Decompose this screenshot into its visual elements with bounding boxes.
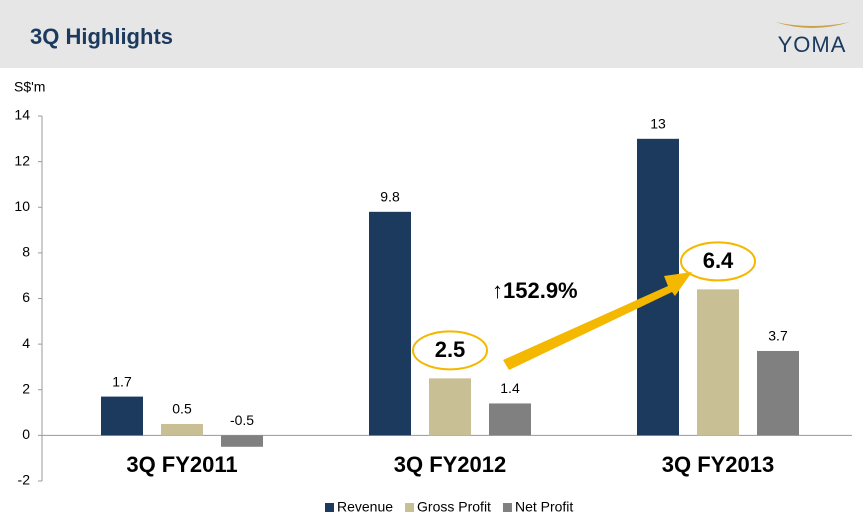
data-label: 9.8 [380, 189, 400, 205]
data-label: 2.5 [435, 337, 466, 362]
bar [697, 289, 739, 436]
y-tick-label: 4 [22, 335, 30, 351]
bar [221, 435, 263, 447]
bar [429, 378, 471, 436]
y-tick-label: 10 [14, 198, 30, 214]
y-tick-label: 6 [22, 289, 30, 305]
y-tick-label: 14 [14, 107, 30, 123]
y-tick-label: -2 [18, 472, 31, 488]
data-label: 3.7 [768, 328, 788, 344]
y-tick-label: 0 [22, 426, 30, 442]
bar [101, 396, 143, 436]
logo-swoosh [775, 22, 850, 28]
header-band [0, 0, 863, 68]
x-tick-label: 3Q FY2012 [394, 452, 507, 477]
y-tick-label: 8 [22, 244, 30, 260]
bar [489, 403, 531, 436]
legend-label: Gross Profit [417, 499, 491, 515]
x-tick-label: 3Q FY2011 [126, 452, 237, 477]
data-label: 13 [650, 116, 666, 132]
legend-swatch [405, 503, 415, 512]
y-tick-label: 12 [14, 152, 30, 168]
legend-swatch [325, 503, 334, 512]
bar [369, 211, 411, 436]
data-label: -0.5 [230, 412, 254, 428]
highlight-ring [412, 330, 488, 371]
bar [757, 350, 799, 436]
data-label: 1.7 [112, 373, 132, 389]
slide-title: 3Q Highlights [30, 24, 173, 49]
data-label: 6.4 [703, 248, 734, 273]
y-tick-label: 2 [22, 380, 30, 396]
highlight-ring [680, 241, 756, 282]
legend-label: Net Profit [515, 499, 573, 515]
legend-label: Revenue [337, 499, 393, 515]
bar [161, 423, 203, 436]
data-label: 1.4 [500, 380, 520, 396]
growth-arrow [503, 272, 692, 370]
logo: YOMA [778, 32, 847, 57]
x-tick-label: 3Q FY2013 [662, 452, 775, 477]
legend-swatch [502, 503, 512, 512]
data-label: 0.5 [172, 401, 192, 417]
y-axis-label: S$'m [14, 79, 45, 95]
annotation: ↑152.9% [492, 278, 578, 303]
